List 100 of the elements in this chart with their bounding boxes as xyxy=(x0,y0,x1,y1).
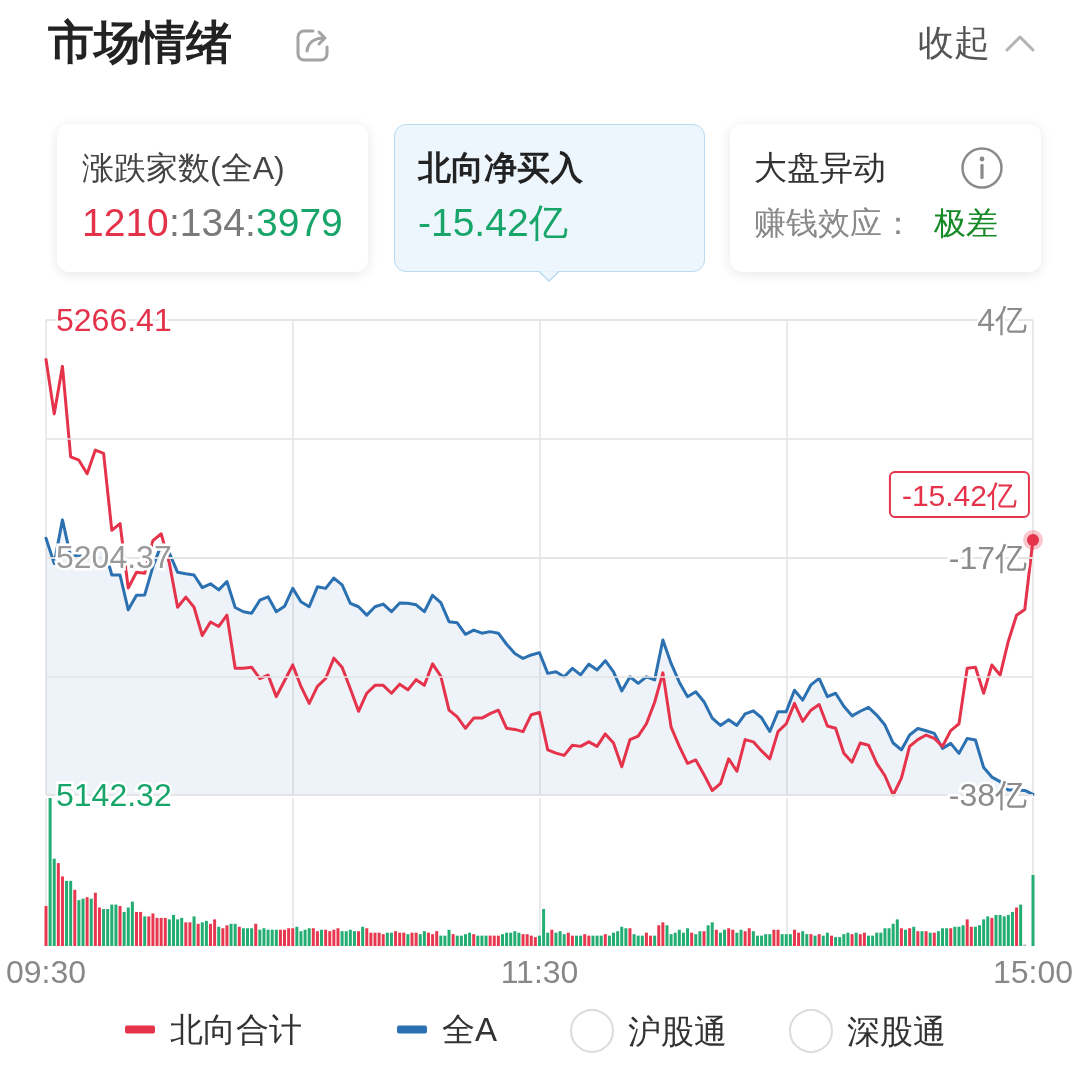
bar xyxy=(673,932,677,946)
bar xyxy=(575,935,579,946)
bar xyxy=(184,922,188,946)
text: :134: xyxy=(169,201,256,246)
bar xyxy=(801,931,805,946)
bar xyxy=(616,931,620,946)
bar xyxy=(924,931,928,946)
bar xyxy=(225,925,229,946)
bar xyxy=(554,932,558,946)
bar xyxy=(295,926,299,946)
bar xyxy=(139,911,143,946)
bar xyxy=(188,922,192,946)
bar xyxy=(994,914,998,946)
bar xyxy=(821,935,825,946)
bar xyxy=(143,916,147,946)
bar xyxy=(69,880,73,946)
bar xyxy=(764,934,768,946)
bar xyxy=(246,928,250,946)
bar xyxy=(751,931,755,946)
bar xyxy=(426,932,430,946)
bar xyxy=(229,923,233,946)
bar xyxy=(904,929,908,946)
legend-label: 深股通 xyxy=(847,1012,946,1050)
bar xyxy=(813,935,817,946)
bar xyxy=(760,935,764,946)
bar xyxy=(583,934,587,946)
bar xyxy=(636,935,640,946)
bar xyxy=(809,934,813,946)
bar xyxy=(509,932,513,946)
bar xyxy=(607,935,611,946)
bar xyxy=(867,935,870,946)
text: 3979 xyxy=(256,201,343,246)
bar xyxy=(846,932,850,946)
text: 赚钱效应： xyxy=(754,205,914,242)
bar xyxy=(315,931,319,946)
bar xyxy=(320,929,324,946)
bar xyxy=(266,929,270,946)
bar xyxy=(620,926,624,946)
bar xyxy=(332,929,336,946)
bar xyxy=(768,934,772,946)
bar xyxy=(747,928,751,946)
bar xyxy=(891,923,895,946)
bar xyxy=(550,929,554,946)
bar xyxy=(723,929,727,946)
bar xyxy=(542,909,546,946)
bar xyxy=(928,932,932,946)
bar xyxy=(797,932,801,946)
legend-label: 全A xyxy=(442,1011,498,1048)
bar xyxy=(961,925,965,946)
bar xyxy=(459,935,463,946)
text: 市场情绪 xyxy=(48,16,232,69)
bar xyxy=(595,935,599,946)
bar xyxy=(443,935,447,946)
bar xyxy=(303,929,307,946)
bar xyxy=(640,935,644,946)
bar xyxy=(233,923,237,946)
bar xyxy=(492,935,496,946)
bar xyxy=(521,934,525,946)
bar xyxy=(110,904,114,946)
bar xyxy=(484,935,488,946)
text: 收起 xyxy=(918,22,990,64)
bar xyxy=(912,926,916,946)
bar xyxy=(529,935,533,946)
bar xyxy=(348,929,352,946)
bar xyxy=(690,932,694,946)
bar xyxy=(377,932,381,946)
bar xyxy=(920,931,924,946)
bar xyxy=(998,914,1002,946)
bar xyxy=(953,926,957,946)
bar xyxy=(373,932,377,946)
bar xyxy=(89,898,93,946)
bar xyxy=(394,931,398,946)
bar xyxy=(875,932,879,946)
y2-tick-label: 4亿 xyxy=(977,302,1027,338)
bar xyxy=(1010,911,1014,946)
bar xyxy=(44,906,48,946)
annotation: -15.42亿 xyxy=(888,470,1030,518)
bar xyxy=(706,925,710,946)
bar xyxy=(517,932,521,946)
bar xyxy=(439,935,443,946)
bar xyxy=(93,892,97,946)
bar xyxy=(171,914,175,946)
bar xyxy=(665,925,669,946)
y-tick-label: 5204.37 xyxy=(56,539,172,576)
bar xyxy=(410,932,414,946)
bar xyxy=(657,925,661,946)
y-tick-label: 5266.41 xyxy=(56,302,172,338)
bar xyxy=(558,931,562,946)
bar xyxy=(587,935,591,946)
bar xyxy=(122,911,126,946)
bar xyxy=(566,932,570,946)
text: 北向净买入 xyxy=(418,149,583,187)
bar xyxy=(468,932,472,946)
bar xyxy=(398,932,402,946)
bar xyxy=(899,928,903,946)
bar xyxy=(743,931,747,946)
bar xyxy=(681,932,685,946)
bar xyxy=(916,931,920,946)
bar xyxy=(209,923,212,946)
bar xyxy=(155,917,159,946)
